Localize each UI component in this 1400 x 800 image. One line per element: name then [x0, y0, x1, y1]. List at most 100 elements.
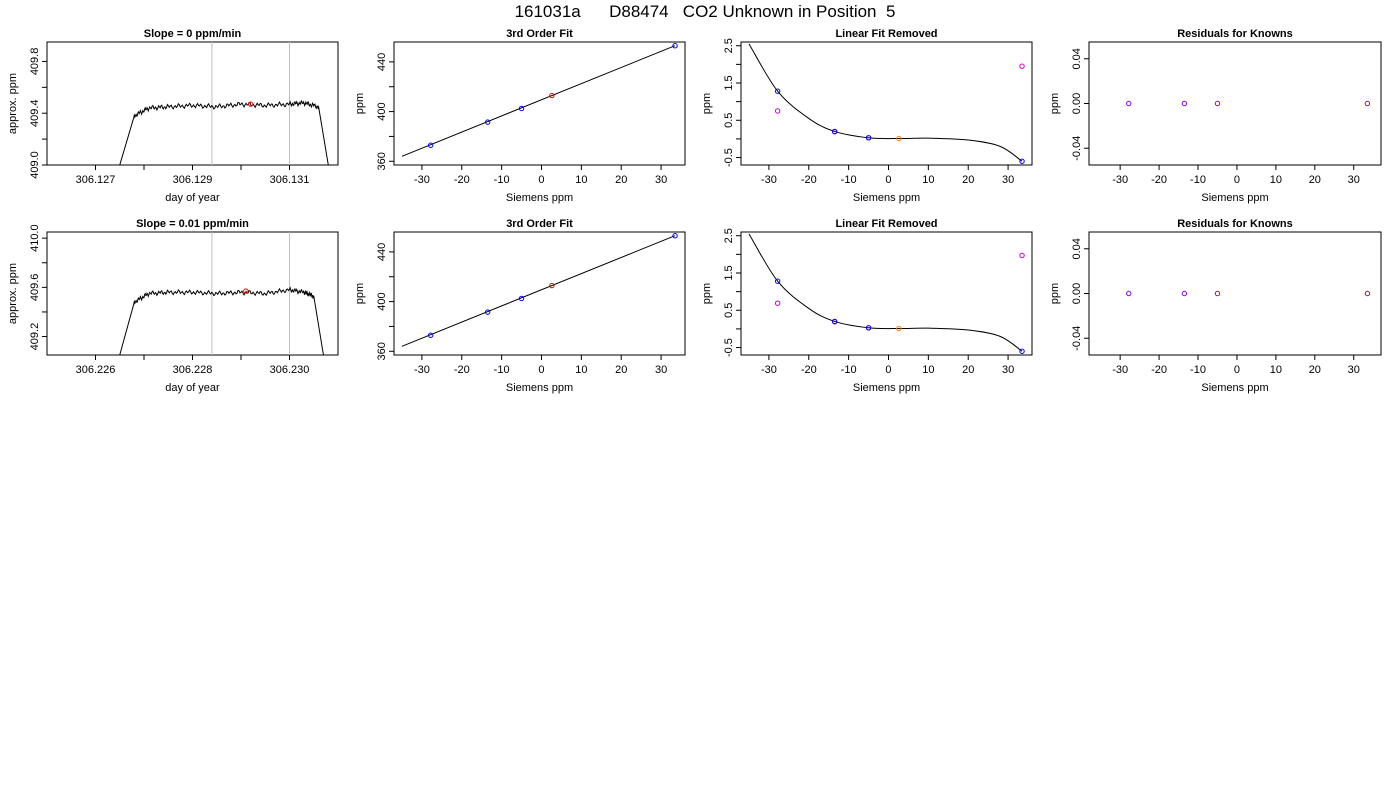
x-tick-label: 20 — [962, 174, 974, 186]
y-tick-label: 1.5 — [723, 75, 735, 90]
x-tick-label: 0 — [1234, 364, 1240, 376]
y-tick-label: 1.5 — [723, 265, 735, 280]
x-tick-label: 30 — [1348, 364, 1360, 376]
fit-line — [401, 235, 676, 347]
plot-frame — [740, 41, 1033, 166]
x-tick-label: -30 — [761, 364, 777, 376]
x-tick-label: 10 — [922, 174, 934, 186]
x-tick-label: -20 — [454, 174, 470, 186]
x-tick-label: -10 — [841, 174, 857, 186]
cubic-known-point — [1019, 158, 1025, 164]
unknown-point — [549, 282, 555, 289]
y-tick-label: -0.04 — [1071, 136, 1083, 161]
x-tick-label: -30 — [761, 174, 777, 186]
y-axis-label: approx. ppm — [7, 263, 19, 324]
x-tick-label: 306.228 — [173, 364, 213, 376]
plot-area — [119, 42, 329, 165]
x-tick-label: -30 — [1112, 174, 1128, 186]
plot-area — [401, 43, 678, 157]
y-tick-label: 409.8 — [29, 48, 41, 76]
known-point — [672, 43, 678, 49]
y-tick-label: 409.4 — [29, 99, 41, 127]
panel-6: 3rd Order Fit -30 -20 -10 0 10 20 30 360 400 440 Si… — [354, 218, 686, 394]
x-tick-label: 306.226 — [76, 364, 116, 376]
x-tick-label: 30 — [655, 174, 667, 186]
plot-area — [748, 43, 1025, 164]
x-tick-label: 10 — [575, 364, 587, 376]
x-tick-label: 20 — [615, 174, 627, 186]
x-tick-label: -20 — [454, 364, 470, 376]
panel-1: Slope = 0 ppm/min 306.127 306.129 306.131 40… — [7, 28, 339, 204]
cubic-known-point — [865, 135, 872, 141]
panel-title: 3rd Order Fit — [506, 218, 573, 230]
residual-point — [1126, 290, 1132, 297]
y-tick-label: 360 — [376, 152, 388, 170]
panel-title: Linear Fit Removed — [835, 218, 937, 230]
linear-residual-point — [774, 300, 781, 306]
x-tick-label: -30 — [1112, 364, 1128, 376]
x-tick-label: 306.230 — [270, 364, 310, 376]
x-tick-label: 10 — [1270, 364, 1282, 376]
x-tick-label: 306.127 — [76, 174, 116, 186]
cubic-fit-curve — [748, 43, 1023, 162]
cubic-fit-curve — [748, 233, 1023, 352]
y-tick-label: -0.5 — [723, 148, 735, 167]
residual-point — [1126, 100, 1132, 107]
panel-title: Slope = 0 ppm/min — [144, 28, 242, 40]
x-tick-label: -10 — [1190, 364, 1206, 376]
residual-point — [1364, 100, 1371, 107]
y-tick-label: 400 — [376, 102, 388, 120]
y-tick-label: -0.04 — [1071, 326, 1083, 351]
panel-5: Slope = 0.01 ppm/min 306.226 306.228 306.23… — [7, 218, 339, 394]
x-tick-label: -20 — [801, 364, 817, 376]
x-tick-label: -20 — [801, 174, 817, 186]
unknown-point — [896, 325, 902, 332]
unknown-point — [549, 92, 555, 99]
known-point — [427, 332, 434, 338]
x-tick-label: 306.131 — [270, 174, 310, 186]
series-line — [119, 286, 324, 355]
x-tick-label: 0 — [538, 174, 544, 186]
y-axis-label: ppm — [1049, 93, 1061, 114]
plot-area — [119, 232, 324, 355]
y-tick-label: 409.0 — [29, 151, 41, 179]
y-tick-label: 0.5 — [723, 113, 735, 128]
residual-point — [1364, 290, 1371, 297]
x-tick-label: -30 — [414, 364, 430, 376]
selected-point — [248, 101, 254, 107]
y-tick-label: 0.00 — [1071, 93, 1083, 114]
x-axis-label: Siemens ppm — [506, 192, 573, 204]
x-axis-label: day of year — [165, 192, 220, 204]
y-tick-label: 409.6 — [29, 274, 41, 302]
y-tick-label: 440 — [376, 53, 388, 71]
plot-area — [1126, 100, 1371, 107]
plot-frame — [393, 231, 686, 356]
x-tick-label: 20 — [962, 364, 974, 376]
y-tick-label: 440 — [376, 243, 388, 261]
known-point — [484, 309, 491, 315]
fit-line — [401, 45, 676, 157]
cubic-known-point — [831, 318, 838, 325]
x-tick-label: 10 — [1270, 174, 1282, 186]
linear-residual-point — [1019, 63, 1025, 69]
x-tick-label: 0 — [538, 364, 544, 376]
y-tick-label: 0.5 — [723, 303, 735, 318]
plot-frame — [740, 231, 1033, 356]
x-tick-label: 20 — [1309, 174, 1321, 186]
x-tick-label: 306.129 — [173, 174, 213, 186]
panel-4: Residuals for Knowns -30 -20 -10 0 10 20 30 -0.0… — [1049, 28, 1382, 204]
cubic-known-point — [865, 325, 872, 331]
series-line — [119, 99, 329, 165]
x-axis-label: Siemens ppm — [1201, 382, 1268, 394]
panel-8: Residuals for Knowns -30 -20 -10 0 10 20 30 -0.0… — [1049, 218, 1382, 394]
panel-7: Linear Fit Removed -30 -20 -10 0 10 20 30 -0.5 0.… — [701, 218, 1033, 394]
y-axis-label: approx. ppm — [7, 73, 19, 134]
panel-2: 3rd Order Fit -30 -20 -10 0 10 20 30 360 400 440 Si… — [354, 28, 686, 204]
x-axis-label: Siemens ppm — [853, 192, 920, 204]
known-point — [484, 119, 491, 125]
x-tick-label: -10 — [841, 364, 857, 376]
panel-title: Residuals for Knowns — [1177, 28, 1293, 40]
x-tick-label: -20 — [1151, 364, 1167, 376]
known-point — [518, 105, 525, 112]
